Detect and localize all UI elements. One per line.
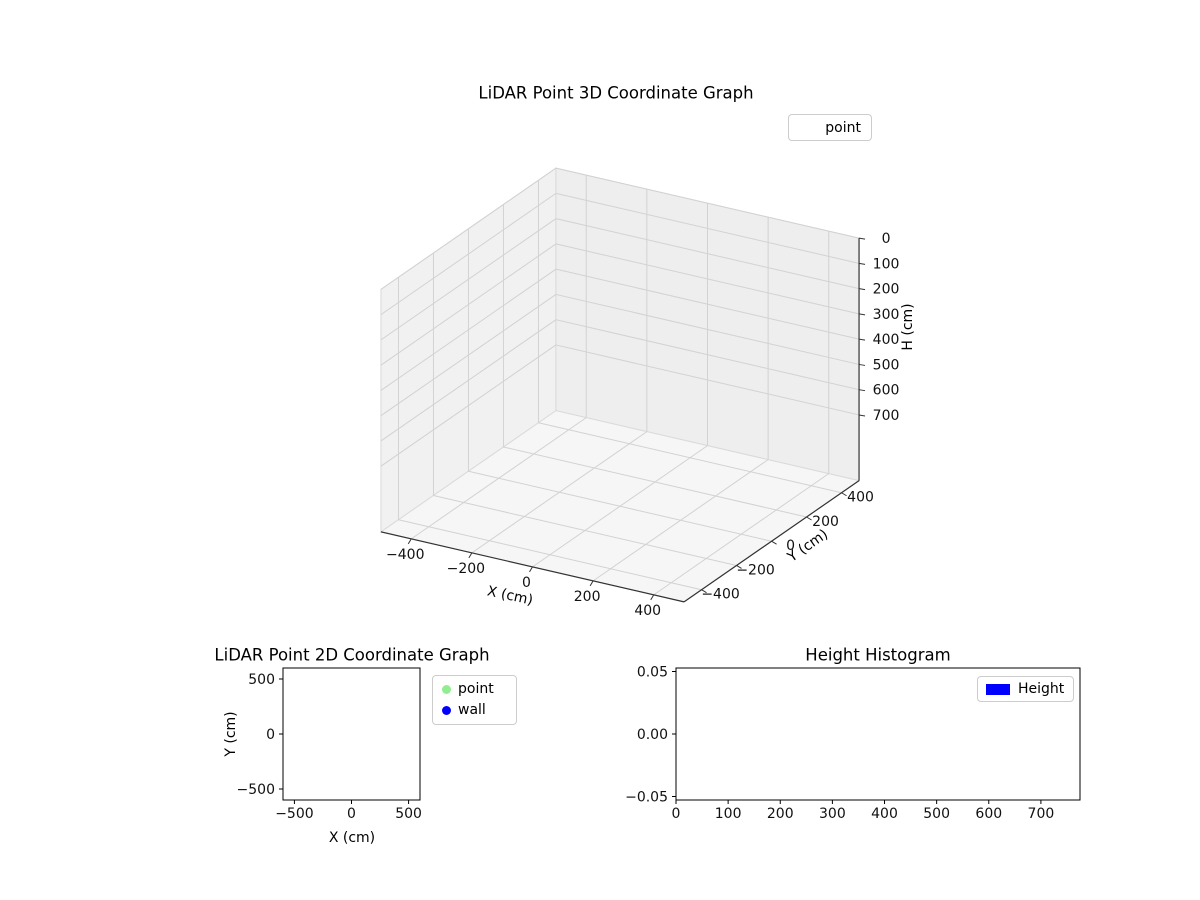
- histogram-title: Height Histogram: [805, 645, 951, 665]
- svg-text:0: 0: [786, 538, 795, 554]
- point-marker-icon: [442, 685, 451, 694]
- svg-text:100: 100: [873, 256, 900, 272]
- plot2d-yaxis-label: Y (cm): [223, 711, 239, 757]
- svg-text:500: 500: [923, 806, 950, 822]
- svg-text:−400: −400: [386, 547, 424, 563]
- svg-text:500: 500: [873, 357, 900, 373]
- svg-text:200: 200: [767, 806, 794, 822]
- svg-text:200: 200: [873, 282, 900, 298]
- svg-text:200: 200: [574, 589, 601, 605]
- plot3d-zaxis-label: H (cm): [900, 303, 916, 351]
- svg-text:0: 0: [672, 806, 681, 822]
- svg-text:500: 500: [395, 806, 422, 822]
- histogram-legend-label: Height: [1018, 681, 1065, 697]
- legend-item-wall-label: wall: [458, 702, 486, 718]
- svg-text:−400: −400: [701, 587, 739, 603]
- svg-text:400: 400: [871, 806, 898, 822]
- svg-text:0: 0: [266, 727, 275, 743]
- svg-text:−500: −500: [275, 806, 313, 822]
- svg-text:0.05: 0.05: [637, 665, 668, 681]
- plot2d-legend: point wall: [432, 675, 517, 725]
- svg-text:0.00: 0.00: [637, 727, 668, 743]
- plot3d-legend-label: point: [825, 119, 861, 136]
- wall-marker-icon: [442, 706, 451, 715]
- legend-item-wall: wall: [442, 701, 507, 720]
- svg-text:300: 300: [873, 307, 900, 323]
- svg-text:−0.05: −0.05: [625, 790, 668, 806]
- plot3d-legend: point: [788, 114, 872, 141]
- plot-2d: −500 0 500 500 0 −500: [237, 667, 422, 822]
- svg-text:500: 500: [248, 672, 275, 688]
- svg-text:200: 200: [812, 514, 839, 530]
- svg-text:600: 600: [975, 806, 1002, 822]
- svg-text:−500: −500: [237, 782, 275, 798]
- svg-text:600: 600: [873, 383, 900, 399]
- plot2d-xaxis-label: X (cm): [328, 830, 376, 846]
- svg-text:0: 0: [347, 806, 356, 822]
- svg-text:700: 700: [873, 408, 900, 424]
- histogram-legend: Height: [977, 676, 1074, 702]
- svg-text:0: 0: [522, 575, 531, 591]
- height-patch-icon: [986, 683, 1010, 695]
- svg-text:−200: −200: [736, 562, 774, 578]
- plot2d-title: LiDAR Point 2D Coordinate Graph: [214, 645, 490, 665]
- plot3d-title: LiDAR Point 3D Coordinate Graph: [478, 83, 754, 103]
- svg-text:700: 700: [1028, 806, 1055, 822]
- svg-text:300: 300: [819, 806, 846, 822]
- plot-3d: −400 −200 0 200 400 −400 −200 0 200 400 0 100 200 300…: [379, 167, 900, 619]
- svg-text:0: 0: [882, 231, 891, 247]
- svg-text:−200: −200: [447, 561, 485, 577]
- legend-item-point: point: [442, 680, 507, 699]
- svg-text:100: 100: [715, 806, 742, 822]
- legend-empty-marker: [799, 122, 816, 134]
- svg-text:400: 400: [847, 490, 874, 506]
- svg-text:400: 400: [634, 603, 661, 619]
- legend-item-point-label: point: [458, 681, 494, 697]
- svg-text:400: 400: [873, 332, 900, 348]
